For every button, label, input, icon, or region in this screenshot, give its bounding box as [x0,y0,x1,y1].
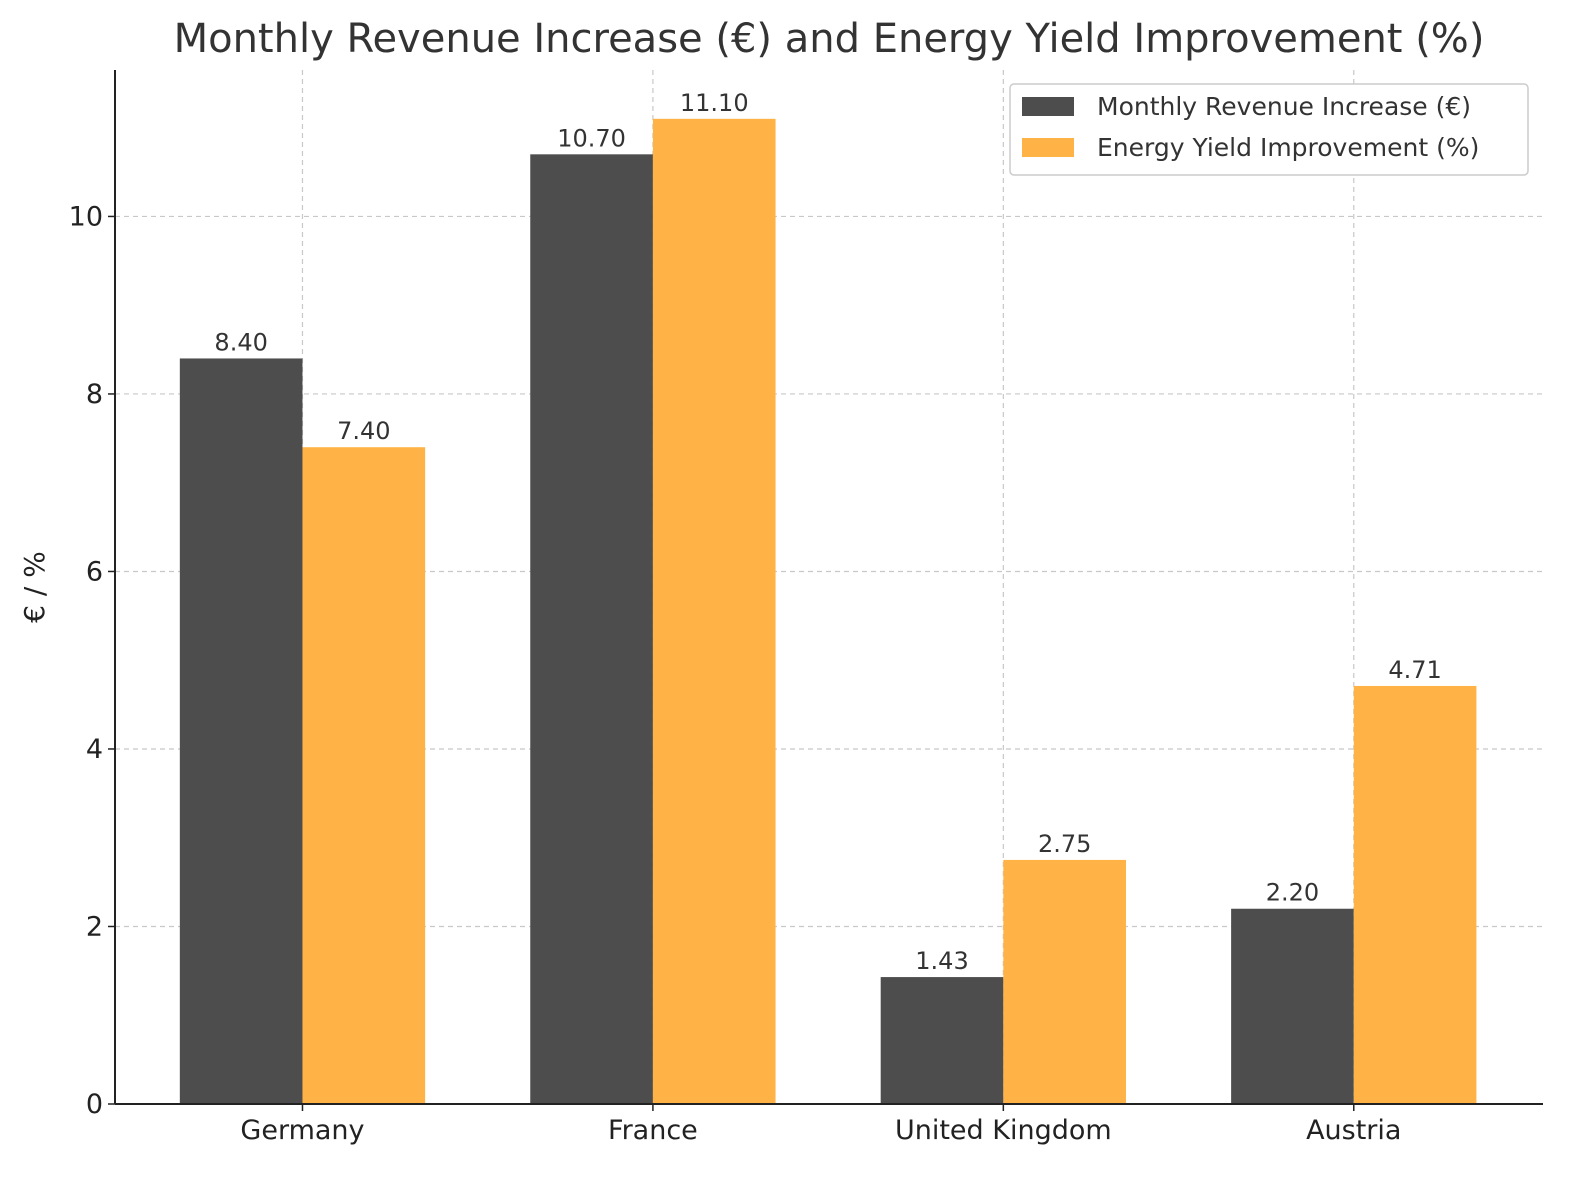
legend-box [1009,83,1529,176]
data-label: 10.70 [557,124,626,152]
data-label: 2.75 [1038,830,1091,858]
y-axis-label: € / % [18,551,51,623]
legend-label: Energy Yield Improvement (%) [1097,133,1479,162]
y-tick-label: 8 [86,379,103,410]
data-label: 1.43 [915,947,968,975]
data-label: 4.71 [1388,656,1441,684]
data-label: 7.40 [337,417,390,445]
legend-swatch [1022,138,1074,157]
x-tick-label: Germany [240,1115,364,1146]
legend-swatch [1022,97,1074,116]
legend-label: Monthly Revenue Increase (€) [1097,92,1471,121]
x-tick-label: France [608,1115,698,1146]
bar-0-2 [880,977,1004,1104]
bar-1-0 [302,447,426,1104]
y-tick-label: 0 [86,1089,103,1120]
data-label: 8.40 [214,328,267,356]
y-tick-label: 4 [86,734,103,765]
bar-0-0 [179,358,303,1104]
x-tick-label: United Kingdom [895,1115,1112,1146]
bar-0-3 [1231,908,1354,1104]
y-tick-label: 10 [69,201,103,232]
bar-1-1 [652,118,776,1105]
x-tick-label: Austria [1306,1115,1401,1146]
y-tick-label: 2 [86,911,103,942]
bar-1-2 [1003,859,1126,1104]
legend: Monthly Revenue Increase (€) Energy Yield… [1009,83,1529,176]
bar-1-3 [1353,685,1477,1104]
data-label: 11.10 [680,89,749,117]
data-label: 2.20 [1266,879,1319,907]
chart-title: Monthly Revenue Increase (€) and Energy … [174,16,1485,62]
bar-0-1 [530,154,653,1104]
y-tick-label: 6 [86,556,103,587]
